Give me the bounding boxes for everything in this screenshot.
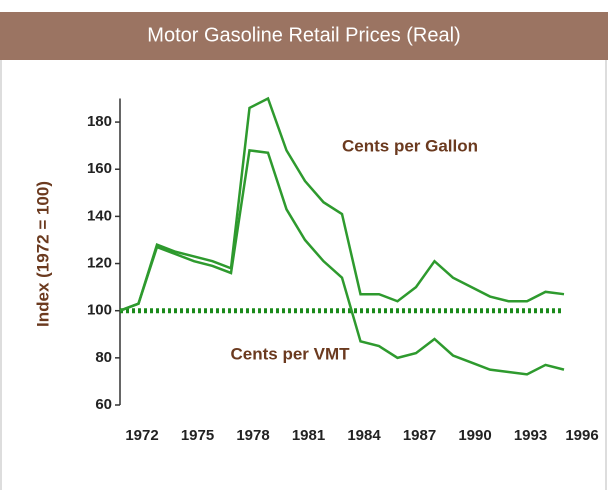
header-bar — [0, 12, 608, 60]
x-tick-label: 1990 — [458, 427, 491, 444]
series-line — [119, 96, 565, 312]
x-tick-label: 1987 — [403, 427, 436, 444]
x-tick-label: 1978 — [236, 427, 269, 444]
x-tick-label: 1993 — [514, 427, 547, 444]
y-tick-label: 60 — [95, 396, 112, 413]
x-tick-label: 1972 — [125, 427, 158, 444]
y-tick-label: 80 — [95, 349, 112, 366]
series-label: Cents per VMT — [230, 344, 350, 363]
x-tick-label: 1984 — [347, 427, 381, 444]
y-tick-label: 160 — [87, 160, 112, 177]
y-tick-label: 140 — [87, 207, 112, 224]
x-tick-label: 1996 — [565, 427, 598, 444]
x-tick-label: 1981 — [292, 427, 325, 444]
y-tick-label: 120 — [87, 255, 112, 272]
series-label: Cents per Gallon — [342, 136, 478, 155]
y-axis-label: Index (1972 = 100) — [33, 181, 52, 327]
y-tick-label: 100 — [87, 302, 112, 319]
series-line — [119, 148, 565, 376]
x-tick-label: 1975 — [181, 427, 214, 444]
y-tick-label: 180 — [87, 113, 112, 130]
header-title: Motor Gasoline Retail Prices (Real) — [147, 24, 460, 46]
